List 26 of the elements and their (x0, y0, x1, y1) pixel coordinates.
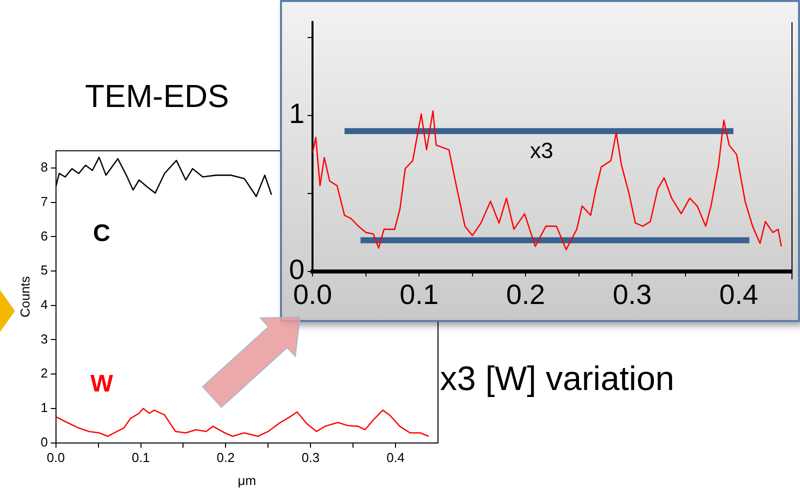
y-tick-label: 1 (288, 98, 305, 130)
chart-title: TEM-EDS (85, 78, 229, 115)
y-tick-label: 5 (40, 262, 48, 278)
y-tick-label: 6 (40, 228, 48, 244)
x-axis-title: μm (238, 472, 256, 488)
annotation: x3 (530, 138, 554, 164)
y-tick-label: 8 (40, 160, 48, 175)
series-label: C (93, 220, 110, 248)
text: x3 [W] variation (440, 360, 674, 399)
x-tick-label: 0.4 (719, 278, 758, 310)
x-tick-label: 0.1 (132, 450, 150, 466)
x-tick-label: 0.1 (400, 278, 439, 310)
x-tick-label: 0.4 (386, 450, 405, 466)
y-tick-label: 0 (40, 434, 48, 450)
y-tick-label: 4 (40, 296, 48, 312)
y-tick-label: 3 (40, 331, 48, 346)
series-label: W (90, 370, 114, 398)
x-tick-label: 0.3 (302, 450, 320, 466)
y-axis-title: Counts (17, 276, 32, 318)
y-tick-label: 1 (40, 400, 48, 416)
y-tick-label: 7 (40, 194, 48, 209)
x-tick-label: 0.0 (46, 450, 65, 466)
x-tick-label: 0.3 (612, 278, 652, 310)
y-tick-label: 2 (40, 366, 48, 381)
x-tick-label: 0.2 (506, 278, 546, 310)
x-tick-label: 0.2 (216, 450, 235, 466)
